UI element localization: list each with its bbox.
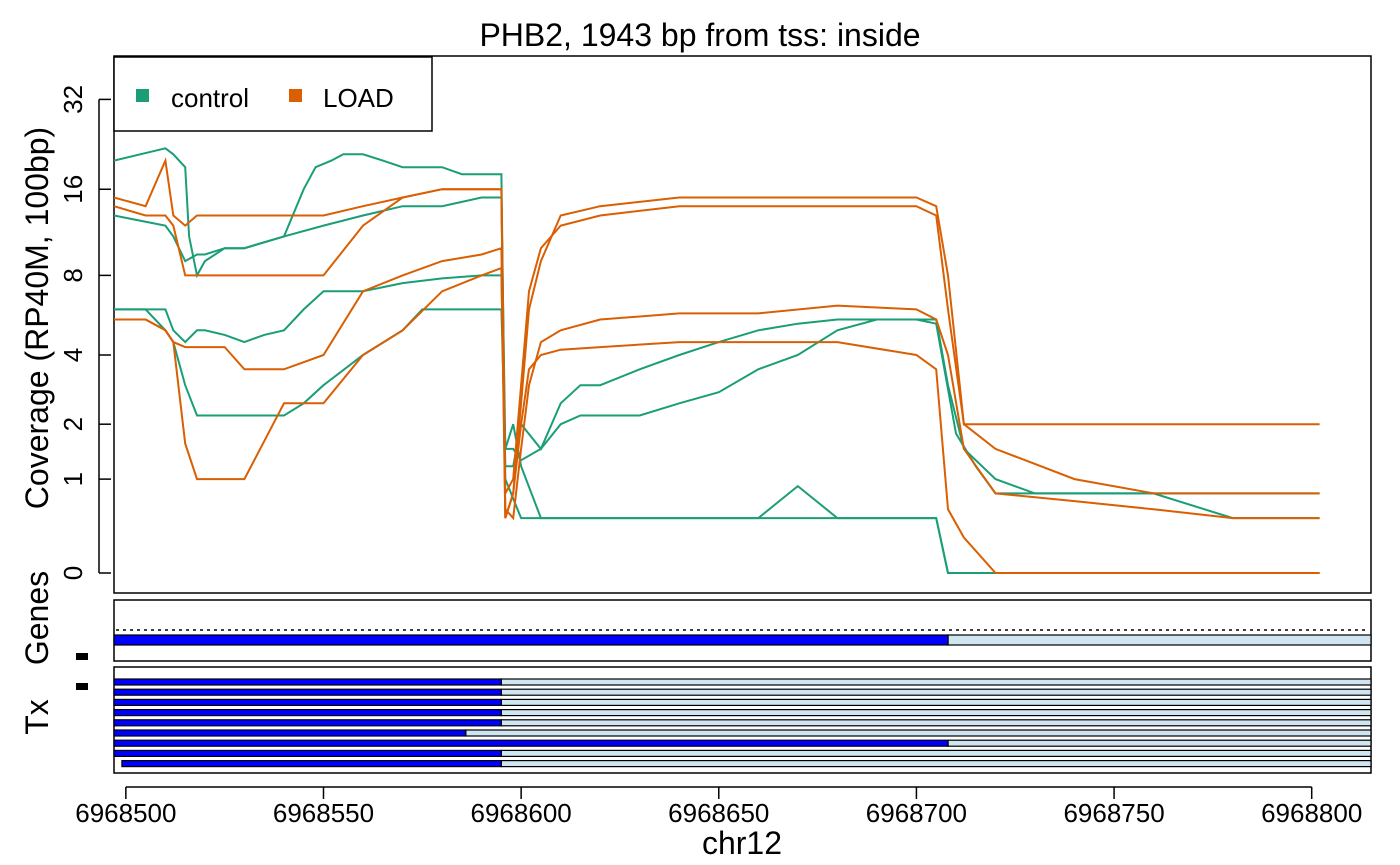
series-line-load-8	[114, 266, 1320, 574]
gene-cds-bar	[113, 634, 949, 646]
x-tick-label: 6968550	[273, 798, 374, 828]
coverage-y-axis-label: Coverage (RP40M, 100bp)	[19, 127, 55, 509]
x-tick-label: 6968700	[866, 798, 967, 828]
transcript-utr-bar	[465, 729, 1372, 737]
chart-title: PHB2, 1943 bp from tss: inside	[479, 17, 920, 53]
transcript-cds-bar	[113, 719, 502, 727]
legend-box	[113, 56, 433, 132]
transcript-cds-bar	[113, 708, 502, 717]
transcript-utr-bar	[500, 749, 1372, 758]
y-tick-label: 16	[58, 175, 88, 204]
series-line-load-5	[113, 156, 1320, 498]
series-line-control-3	[114, 274, 1320, 495]
legend-swatch-load	[289, 89, 302, 102]
transcript-utr-bar	[947, 739, 1372, 747]
tx-axis-label: Tx	[19, 699, 55, 735]
transcript-utr-bar	[500, 719, 1372, 727]
transcript-utr-bar	[500, 708, 1372, 717]
y-tick-label: 2	[58, 417, 88, 431]
genes-track-marker	[76, 653, 88, 660]
x-axis: 6968500 6968550 6968600 6968650 6968700 69687…	[75, 786, 1362, 828]
transcript-cds-bar	[113, 729, 467, 737]
y-tick-label: 4	[58, 348, 88, 362]
transcript-cds-bar	[113, 688, 502, 696]
x-tick-label: 6968650	[668, 798, 769, 828]
legend-label-load: LOAD	[323, 83, 394, 113]
x-axis-label: chr12	[702, 825, 782, 861]
gene-utr-bar	[947, 634, 1372, 646]
coverage-panel: 0 1 2 4 8 16 32	[58, 55, 1372, 594]
legend-label-control: control	[171, 83, 249, 113]
x-tick-label: 6968500	[75, 798, 176, 828]
transcript-cds-bar	[113, 698, 502, 707]
genes-axis-label: Genes	[19, 571, 55, 665]
transcript-utr-bar	[500, 678, 1372, 686]
transcript-cds-bar	[113, 749, 502, 758]
y-tick-label: 8	[58, 268, 88, 282]
legend: control LOAD	[113, 56, 433, 132]
y-tick-label: 0	[58, 566, 88, 580]
genes-panel	[113, 599, 1372, 662]
y-tick-label: 1	[58, 472, 88, 486]
legend-swatch-control	[136, 89, 149, 102]
transcript-utr-bar	[500, 688, 1372, 696]
tx-panel	[76, 653, 1372, 774]
y-tick-label: 32	[58, 85, 88, 114]
x-tick-label: 6968800	[1261, 798, 1362, 828]
transcript-cds-bar	[121, 759, 502, 768]
series-line-load-7	[114, 246, 1320, 521]
transcript-cds-bar	[113, 678, 502, 686]
x-tick-label: 6968600	[471, 798, 572, 828]
coverage-plot-frame	[113, 55, 1372, 594]
tx-track-marker	[76, 683, 88, 690]
x-tick-label: 6968750	[1063, 798, 1164, 828]
transcript-cds-bar	[113, 739, 949, 747]
transcript-utr-bar	[500, 759, 1372, 768]
transcript-utr-bar	[500, 698, 1372, 707]
series-line-control-4	[114, 308, 1320, 520]
